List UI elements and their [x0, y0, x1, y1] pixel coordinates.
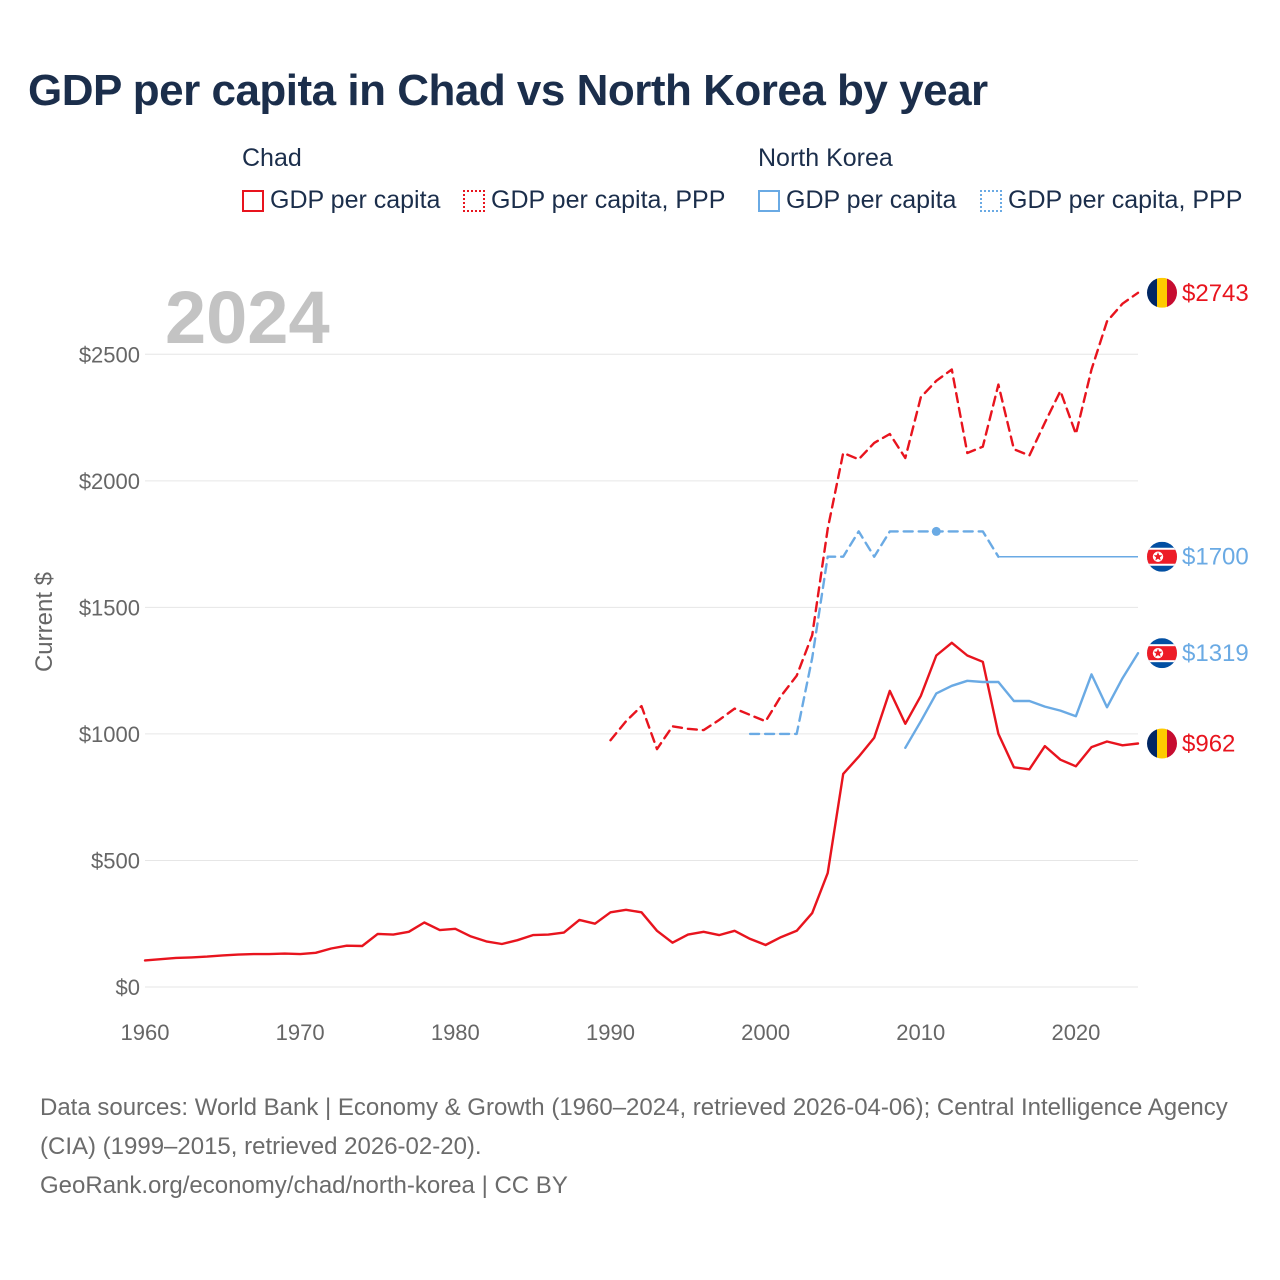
series-end-label: $1700	[1182, 544, 1249, 571]
series-line-1[interactable]	[609, 291, 1140, 751]
legend-group-chad: Chad	[242, 144, 302, 172]
x-tick-label: 1960	[121, 1020, 170, 1045]
y-tick-label: $2500	[79, 342, 140, 367]
legend-swatch-solid-blue	[758, 189, 780, 212]
legend-item-chad-gdp-ppp[interactable]: GDP per capita, PPP	[463, 186, 725, 215]
series-line-0[interactable]	[143, 641, 1140, 962]
y-tick-label: $500	[91, 848, 140, 873]
legend-swatch-dotted-blue	[980, 189, 1002, 212]
credit-link[interactable]: GeoRank.org/economy/chad/north-korea | C…	[40, 1172, 568, 1199]
legend-item-label: GDP per capita	[270, 186, 441, 214]
legend-item-label: GDP per capita, PPP	[491, 186, 726, 214]
y-axis-label: Current $	[31, 572, 58, 672]
series-point-3[interactable]	[931, 526, 941, 536]
y-tick-label: $1500	[79, 595, 140, 620]
x-tick-label: 1990	[586, 1020, 635, 1045]
series-line-3[interactable]	[748, 530, 1000, 736]
series-end-label: $1319	[1182, 640, 1249, 667]
legend-swatch-dotted-red	[463, 189, 485, 212]
legend-item-label: GDP per capita	[786, 186, 957, 214]
legend-item-north-korea-gdp-ppp[interactable]: GDP per capita, PPP	[980, 186, 1242, 215]
north-korea-flag-icon	[1147, 541, 1177, 572]
legend-swatch-solid-red	[242, 189, 264, 212]
grid-layer: $0 $500 $1000 $1500 $2000 $2500 1960 1970 1980 19…	[79, 342, 1138, 1045]
x-tick-label: 2000	[741, 1020, 790, 1045]
legend-item-chad-gdp[interactable]: GDP per capita	[242, 186, 440, 215]
legend-item-north-korea-gdp[interactable]: GDP per capita	[758, 186, 956, 215]
legend-item-label: GDP per capita, PPP	[1008, 186, 1243, 214]
series-line-2[interactable]	[904, 652, 1140, 749]
footer: Data sources: World Bank | Economy & Gro…	[40, 1088, 1250, 1205]
series-layer	[143, 291, 1140, 962]
y-tick-label: $1000	[79, 722, 140, 747]
legend-group-north-korea: North Korea	[758, 144, 893, 172]
line-chart: $0 $500 $1000 $1500 $2000 $2500 1960 1970 1980 19…	[31, 276, 1249, 1045]
x-tick-label: 1980	[431, 1020, 480, 1045]
chad-flag-icon	[1147, 728, 1177, 759]
x-tick-label: 2010	[896, 1020, 945, 1045]
chart-title: GDP per capita in Chad vs North Korea by…	[28, 66, 988, 115]
y-tick-label: $2000	[79, 469, 140, 494]
end-label-layer: $962 $2743 $1319 $1700	[1147, 277, 1249, 759]
series-end-label: $2743	[1182, 280, 1249, 307]
data-sources: Data sources: World Bank | Economy & Gro…	[40, 1094, 1228, 1160]
x-tick-label: 2020	[1051, 1020, 1100, 1045]
series-end-label: $962	[1182, 731, 1235, 758]
x-tick-label: 1970	[276, 1020, 325, 1045]
year-watermark: 2024	[165, 276, 330, 359]
y-tick-label: $0	[116, 975, 140, 1000]
chad-flag-icon	[1147, 277, 1177, 308]
north-korea-flag-icon	[1147, 638, 1177, 669]
